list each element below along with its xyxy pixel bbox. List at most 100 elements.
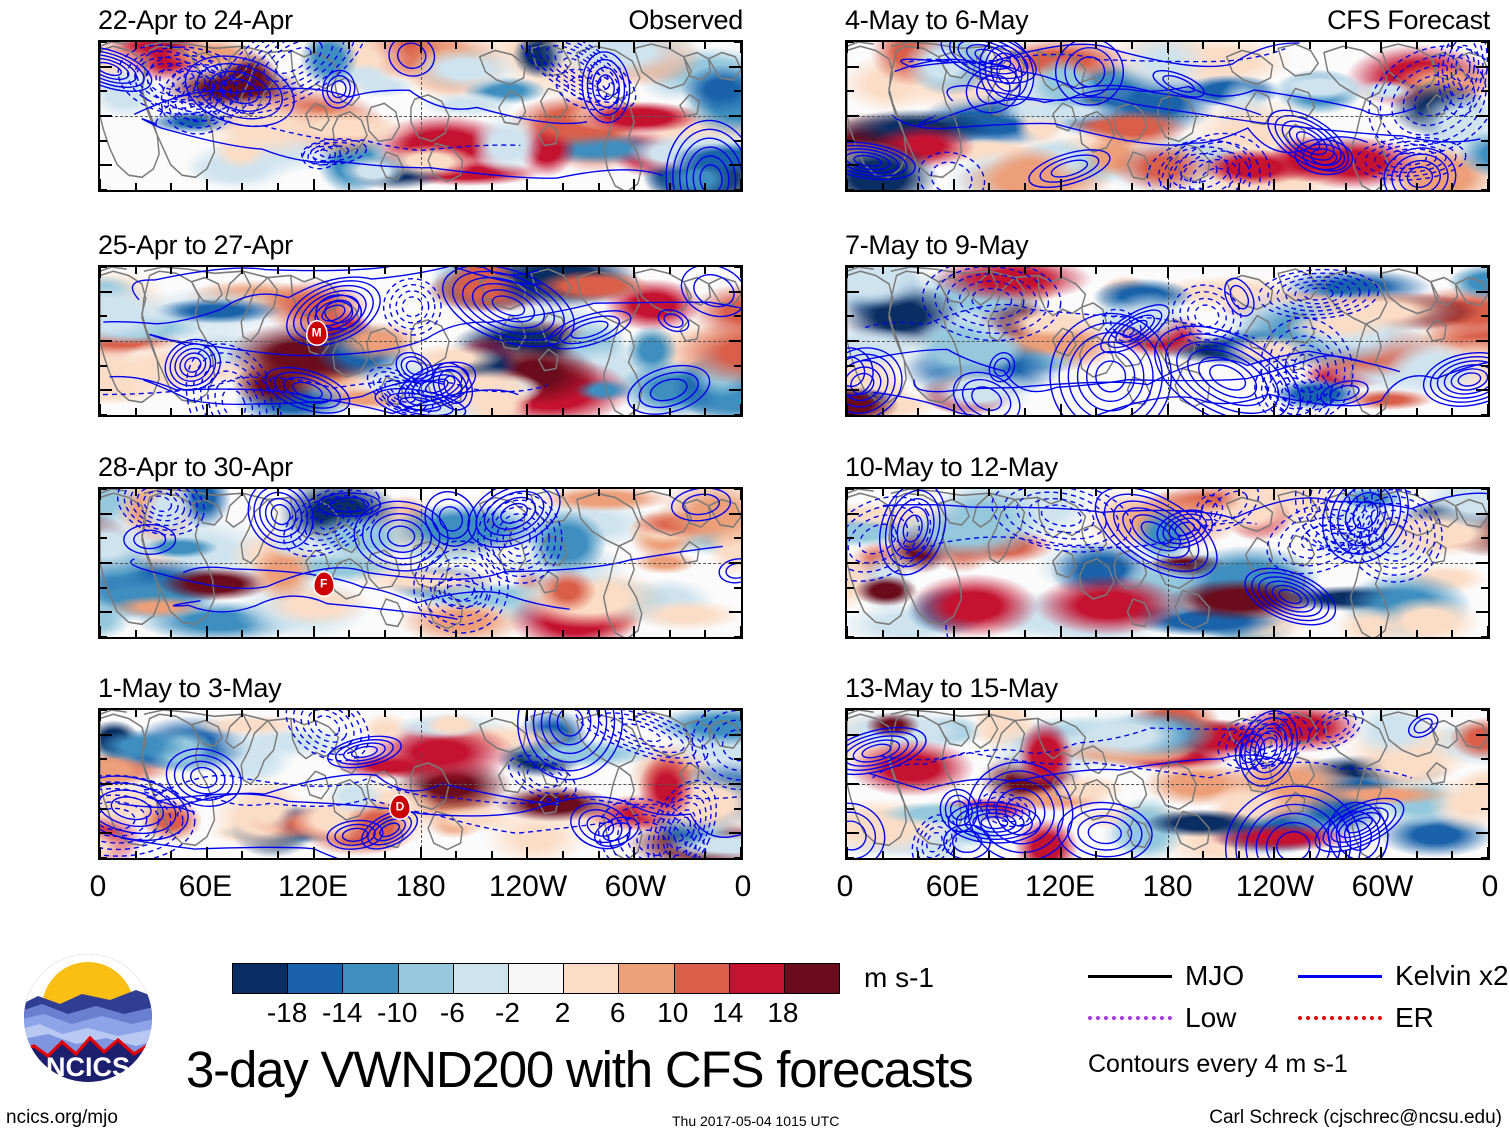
axis-tick xyxy=(205,267,208,278)
dateline xyxy=(420,42,422,190)
axis-tick xyxy=(383,267,386,274)
axis-tick xyxy=(100,364,107,367)
axis-tick xyxy=(881,851,884,858)
axis-tick xyxy=(1487,267,1488,278)
axis-tick xyxy=(490,851,493,858)
axis-tick xyxy=(633,404,636,415)
x-axis-tick-label: 120E xyxy=(277,870,349,903)
legend-label: Low xyxy=(1185,1002,1237,1033)
legend-label: ER xyxy=(1395,1002,1434,1033)
column-header: Observed xyxy=(628,5,743,35)
axis-tick xyxy=(1476,389,1488,392)
colorbar-segment-0 xyxy=(233,964,289,993)
footer-website[interactable]: ncics.org/mjo xyxy=(6,1107,118,1128)
axis-tick xyxy=(729,164,741,167)
coastline-overlay xyxy=(100,710,741,858)
axis-tick xyxy=(952,267,955,278)
dateline xyxy=(420,710,422,858)
axis-tick xyxy=(526,847,529,858)
axis-tick xyxy=(729,340,741,342)
axis-tick xyxy=(704,267,707,274)
kelvin-wave-contours xyxy=(847,267,1488,415)
axis-tick xyxy=(419,179,422,190)
contour-interval-note: Contours every 4 m s-1 xyxy=(1088,1050,1348,1078)
panel-title: 28-Apr to 30-Apr xyxy=(98,452,293,482)
axis-tick xyxy=(490,183,493,190)
axis-tick xyxy=(1130,710,1133,717)
storm-icon xyxy=(314,572,334,596)
axis-tick xyxy=(1237,710,1240,717)
axis-tick xyxy=(100,90,107,93)
axis-tick xyxy=(1130,42,1133,49)
axis-tick xyxy=(277,267,280,274)
axis-tick xyxy=(455,710,458,717)
colorbar-tick-labels: -18 -14 -10 -6 -2 2 6 10 14 18 xyxy=(232,999,838,1029)
axis-tick xyxy=(1481,267,1488,268)
kelvin-wave-contours xyxy=(847,489,1488,637)
colorbar-tick-label: 10 xyxy=(657,997,689,1028)
x-axis-tick-label: 60W xyxy=(604,870,667,903)
axis-tick xyxy=(1095,851,1098,858)
axis-tick xyxy=(847,636,854,637)
axis-tick xyxy=(170,630,173,637)
legend-label: MJO xyxy=(1185,960,1245,991)
axis-tick xyxy=(668,710,671,717)
axis-tick xyxy=(100,489,107,490)
axis-tick xyxy=(100,164,112,167)
axis-tick xyxy=(847,626,848,637)
axis-tick xyxy=(1476,562,1488,564)
axis-tick xyxy=(847,267,854,268)
axis-tick xyxy=(1476,783,1488,785)
colorbar-segment-4 xyxy=(453,964,509,993)
axis-tick xyxy=(881,183,884,190)
axis-tick xyxy=(988,710,991,717)
axis-tick xyxy=(704,710,707,717)
axis-tick xyxy=(1237,42,1240,49)
x-axis-tick-label: 0 xyxy=(734,870,752,903)
axis-tick xyxy=(1237,183,1240,190)
axis-tick xyxy=(847,807,854,810)
axis-tick xyxy=(734,807,741,810)
map-area: 30N030S xyxy=(98,40,743,192)
axis-tick xyxy=(734,758,741,761)
axis-tick xyxy=(729,512,741,515)
axis-tick xyxy=(100,290,112,293)
axis-tick xyxy=(1451,183,1454,190)
axis-tick xyxy=(1481,710,1488,711)
axis-tick xyxy=(1380,489,1383,500)
axis-tick xyxy=(847,42,854,43)
panel-title: 13-May to 15-May xyxy=(845,673,1058,703)
axis-tick xyxy=(170,183,173,190)
colorbar-segment-8 xyxy=(674,964,730,993)
axis-tick xyxy=(988,267,991,274)
axis-tick xyxy=(100,733,112,736)
axis-tick xyxy=(847,783,859,785)
axis-tick xyxy=(734,90,741,93)
storm-label: D xyxy=(395,799,405,814)
axis-tick xyxy=(704,42,707,49)
dateline xyxy=(1167,42,1169,190)
axis-tick xyxy=(277,42,280,49)
colorbar-tick-label: 2 xyxy=(554,997,571,1028)
axis-tick xyxy=(1095,710,1098,717)
axis-tick xyxy=(134,851,137,858)
axis-tick xyxy=(312,710,315,721)
axis-tick xyxy=(1237,267,1240,274)
axis-tick xyxy=(561,408,564,415)
axis-tick xyxy=(419,626,422,637)
axis-tick xyxy=(847,389,859,392)
storm-label: M xyxy=(311,325,322,340)
kelvin-wave-contours xyxy=(847,42,1488,190)
axis-tick xyxy=(1481,139,1488,142)
colorbar-tick-label: -6 xyxy=(439,997,465,1028)
axis-tick xyxy=(1024,408,1027,415)
axis-tick xyxy=(668,42,671,49)
legend-line-swatch xyxy=(1298,974,1382,978)
footer-author[interactable]: Carl Schreck (cjschrec@ncsu.edu) xyxy=(1209,1107,1502,1128)
axis-tick xyxy=(729,290,741,293)
axis-tick xyxy=(1451,851,1454,858)
axis-tick xyxy=(241,408,244,415)
axis-tick xyxy=(952,847,955,858)
axis-tick xyxy=(277,489,280,496)
panel-title: 1-May to 3-May xyxy=(98,673,282,703)
